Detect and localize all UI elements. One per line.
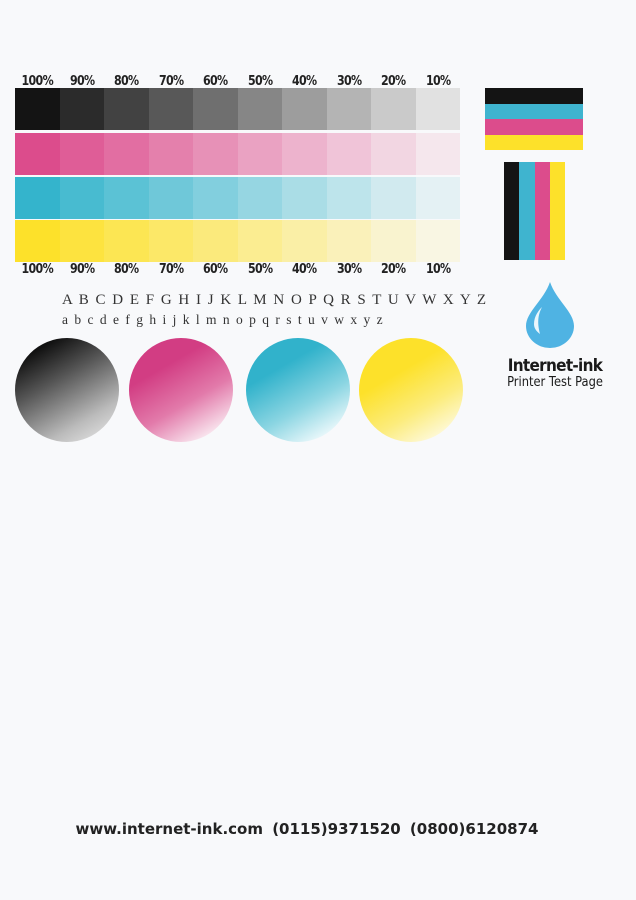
cyan-gradient-circle bbox=[246, 338, 350, 442]
yellow-swatch bbox=[148, 220, 193, 262]
magenta-swatch bbox=[282, 133, 327, 175]
cyan-swatch bbox=[15, 177, 60, 219]
ink-drop-icon bbox=[526, 282, 574, 348]
magenta-swatch bbox=[148, 133, 193, 175]
percent-label: 90% bbox=[69, 262, 95, 277]
percent-label: 60% bbox=[203, 74, 228, 89]
cyan-gradient-strip bbox=[15, 177, 460, 219]
uppercase-alphabet: A B C D E F G H I J K L M N O P Q R S T … bbox=[62, 292, 488, 308]
magenta-swatch bbox=[237, 133, 282, 175]
black-gradient-strip bbox=[15, 88, 460, 130]
yellow-swatch bbox=[15, 220, 60, 262]
percent-label: 10% bbox=[425, 74, 451, 89]
black-swatch bbox=[237, 88, 282, 130]
horizontal-color-bars bbox=[485, 88, 583, 150]
yellow-swatch bbox=[237, 220, 282, 262]
yellow-swatch bbox=[371, 220, 416, 262]
black-swatch bbox=[415, 88, 460, 130]
magenta-swatch bbox=[326, 133, 371, 175]
cyan-swatch bbox=[326, 177, 371, 219]
black-swatch bbox=[193, 88, 238, 130]
magenta-swatch bbox=[415, 133, 460, 175]
yellow-swatch bbox=[415, 220, 460, 262]
percent-label: 40% bbox=[292, 262, 317, 277]
magenta-swatch bbox=[104, 133, 149, 175]
magenta-gradient-strip bbox=[15, 133, 460, 175]
percent-label: 20% bbox=[381, 74, 406, 89]
black-swatch bbox=[59, 88, 104, 130]
cyan-swatch bbox=[104, 177, 149, 219]
yellow-gradient-strip bbox=[15, 220, 460, 262]
brand-subtitle: Printer Test Page bbox=[507, 374, 603, 390]
black-swatch bbox=[15, 88, 60, 130]
yellow-swatch bbox=[59, 220, 104, 262]
cyan-swatch bbox=[148, 177, 193, 219]
cyan-swatch bbox=[371, 177, 416, 219]
percent-label: 30% bbox=[336, 74, 362, 89]
black-swatch bbox=[326, 88, 371, 130]
cyan-swatch bbox=[415, 177, 460, 219]
percent-label: 70% bbox=[158, 74, 184, 89]
percent-label: 50% bbox=[247, 262, 273, 277]
percent-label: 100% bbox=[21, 74, 54, 89]
percent-label: 40% bbox=[292, 74, 317, 89]
contact-footer: www.internet-ink.com (0115)9371520 (0800… bbox=[75, 820, 539, 838]
black-swatch bbox=[148, 88, 193, 130]
cyan-swatch bbox=[59, 177, 104, 219]
bottom-percent-labels: 100% 90% 80% 70% 60% 50% 40% 30% 20% 10% bbox=[15, 262, 460, 277]
black-swatch bbox=[282, 88, 327, 130]
black-gradient-circle bbox=[15, 338, 119, 442]
percent-label: 20% bbox=[381, 262, 406, 277]
percent-label: 80% bbox=[114, 262, 139, 277]
magenta-gradient-circle bbox=[129, 338, 233, 442]
magenta-swatch bbox=[193, 133, 238, 175]
yellow-swatch bbox=[282, 220, 327, 262]
percent-label: 10% bbox=[425, 262, 451, 277]
brand-logo: Internet-ink Printer Test Page bbox=[490, 356, 620, 390]
brand-name: Internet-ink bbox=[507, 356, 603, 376]
percent-label: 90% bbox=[69, 74, 95, 89]
yellow-gradient-circle bbox=[359, 338, 463, 442]
percent-label: 80% bbox=[114, 74, 139, 89]
percent-label: 70% bbox=[158, 262, 184, 277]
yellow-swatch bbox=[326, 220, 371, 262]
lowercase-alphabet: a b c d e f g h i j k l m n o p q r s t … bbox=[62, 312, 385, 327]
magenta-swatch bbox=[371, 133, 416, 175]
magenta-swatch bbox=[59, 133, 104, 175]
cyan-swatch bbox=[237, 177, 282, 219]
vertical-color-bars bbox=[504, 162, 565, 260]
top-percent-labels: 100% 90% 80% 70% 60% 50% 40% 30% 20% 10% bbox=[15, 74, 460, 89]
percent-label: 30% bbox=[336, 262, 362, 277]
yellow-swatch bbox=[104, 220, 149, 262]
cyan-swatch bbox=[282, 177, 327, 219]
black-swatch bbox=[104, 88, 149, 130]
black-swatch bbox=[371, 88, 416, 130]
cyan-swatch bbox=[193, 177, 238, 219]
percent-label: 60% bbox=[203, 262, 228, 277]
magenta-swatch bbox=[15, 133, 60, 175]
percent-label: 50% bbox=[247, 74, 273, 89]
percent-label: 100% bbox=[21, 262, 54, 277]
yellow-swatch bbox=[193, 220, 238, 262]
